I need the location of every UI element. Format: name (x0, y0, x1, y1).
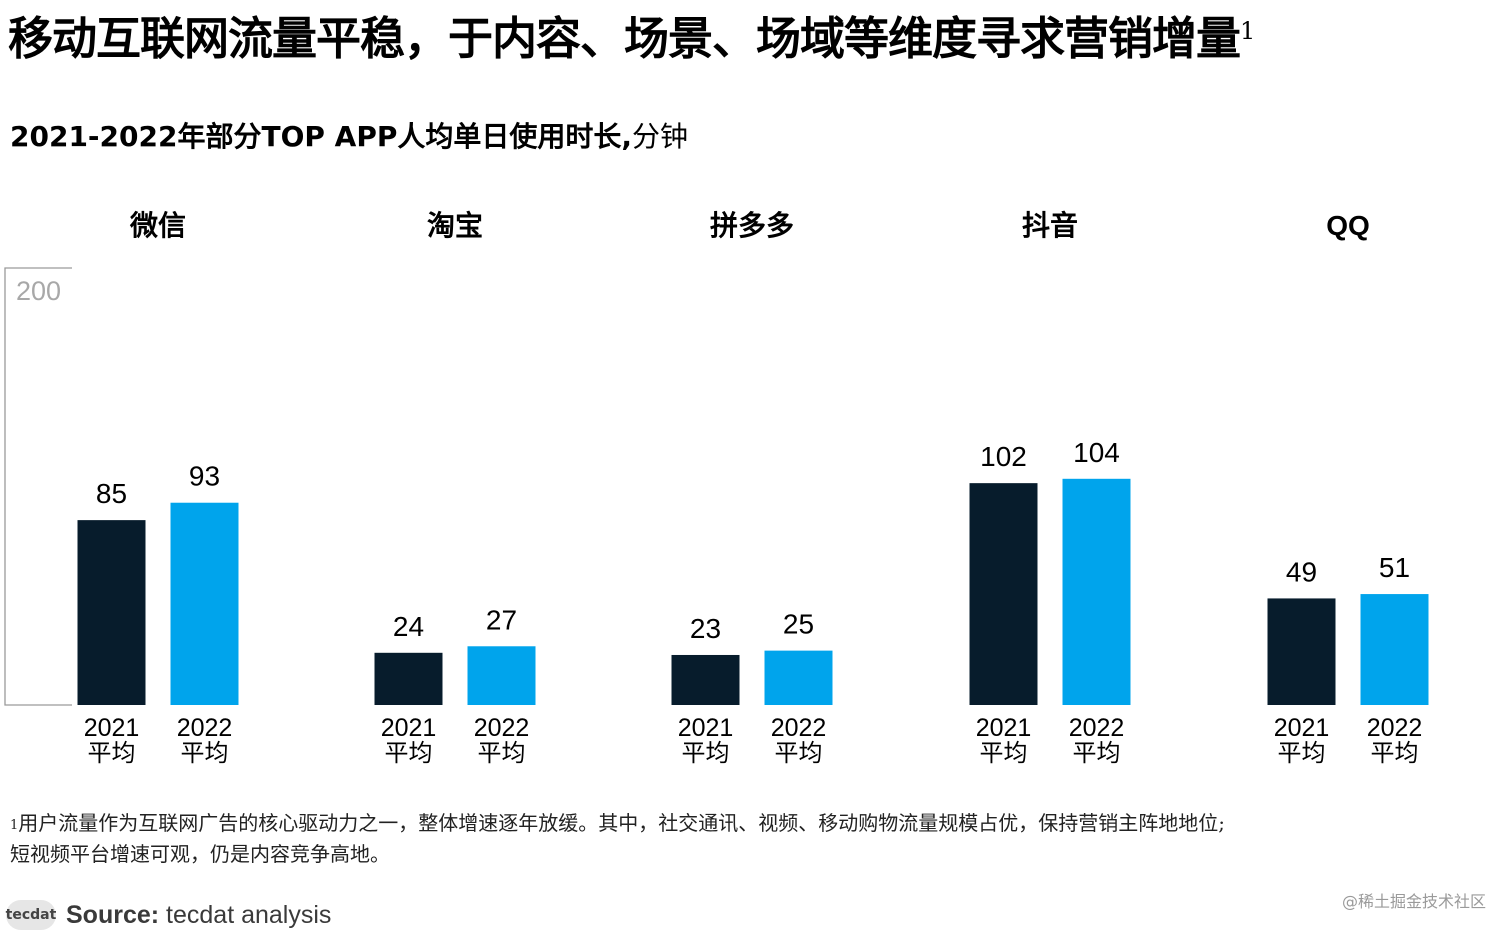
source-value: tecdat analysis (166, 900, 332, 929)
bar-year-label-3-1: 2022 (1069, 714, 1125, 742)
bar-year-label-1-0: 2021 (381, 714, 437, 742)
bar-3-1 (1062, 478, 1131, 705)
source-line: tecdat Source: tecdat analysis (6, 898, 331, 932)
bar-3-0 (969, 483, 1038, 705)
bar-avg-label-1-0: 平均 (385, 740, 433, 767)
subtitle-text: 2021-2022年部分TOP APP人均单日使用时长, (10, 120, 633, 153)
bar-2-1 (764, 650, 833, 705)
bar-year-label-4-0: 2021 (1274, 714, 1330, 742)
footnote-line-1: 1用户流量作为互联网广告的核心驱动力之一，整体增速逐年放缓。其中，社交通讯、视频… (10, 808, 1505, 839)
subtitle-unit: 分钟 (632, 120, 689, 153)
bar-avg-label-2-0: 平均 (682, 740, 730, 767)
y-axis-bracket (4, 267, 72, 706)
source-text: Source: tecdat analysis (66, 901, 331, 930)
category-label-1: 淘宝 (427, 209, 483, 241)
footnote-line-2: 短视频平台增速可观，仍是内容竞争高地。 (10, 842, 390, 866)
footnote-text-1: 用户流量作为互联网广告的核心驱动力之一，整体增速逐年放缓。其中，社交通讯、视频、… (18, 811, 1226, 835)
watermark: @稀土掘金技术社区 (1341, 892, 1486, 911)
y-axis-max-label: 200 (16, 276, 61, 306)
bar-year-label-0-1: 2022 (177, 714, 233, 742)
bar-year-label-2-0: 2021 (678, 714, 734, 742)
bar-avg-label-2-1: 平均 (775, 740, 823, 767)
bar-4-1 (1360, 594, 1429, 705)
bar-avg-label-0-0: 平均 (88, 740, 136, 767)
chart-subtitle: 2021-2022年部分TOP APP人均单日使用时长,分钟 (10, 115, 688, 155)
value-label-3-0: 102 (980, 441, 1027, 472)
value-label-0-1: 93 (189, 461, 220, 492)
bar-avg-label-4-1: 平均 (1371, 740, 1419, 767)
bar-avg-label-4-0: 平均 (1278, 740, 1326, 767)
bar-year-label-3-0: 2021 (976, 714, 1032, 742)
bar-year-label-1-1: 2022 (474, 714, 530, 742)
category-label-3: 抖音 (1022, 209, 1078, 241)
title-text: 移动互联网流量平稳，于内容、场景、场域等维度寻求营销增量 (8, 12, 1241, 65)
bar-avg-label-3-0: 平均 (980, 740, 1028, 767)
bar-year-label-0-0: 2021 (84, 714, 140, 742)
bar-avg-label-1-1: 平均 (478, 740, 526, 767)
bar-2-0 (671, 654, 740, 705)
bar-0-0 (77, 520, 146, 705)
bar-4-0 (1267, 598, 1336, 705)
value-label-1-1: 27 (486, 604, 517, 635)
footnote-marker: 1 (10, 818, 19, 833)
value-label-2-0: 23 (690, 613, 721, 644)
bar-year-label-2-1: 2022 (771, 714, 827, 742)
value-label-2-1: 25 (783, 609, 814, 640)
bar-chart: 200微信852021平均932022平均淘宝242021平均272022平均拼… (4, 209, 1429, 767)
footnote: 1用户流量作为互联网广告的核心驱动力之一，整体增速逐年放缓。其中，社交通讯、视频… (10, 808, 1505, 870)
source-label: Source: (66, 900, 160, 929)
value-label-4-1: 51 (1379, 552, 1410, 583)
bar-year-label-4-1: 2022 (1367, 714, 1423, 742)
page-title: 移动互联网流量平稳，于内容、场景、场域等维度寻求营销增量1 (8, 12, 1255, 65)
bar-avg-label-0-1: 平均 (181, 740, 229, 767)
bar-0-1 (170, 502, 239, 705)
category-label-4: QQ (1326, 210, 1370, 241)
title-footnote-marker: 1 (1240, 17, 1255, 45)
value-label-1-0: 24 (393, 611, 424, 642)
bar-avg-label-3-1: 平均 (1073, 740, 1121, 767)
value-label-4-0: 49 (1286, 556, 1317, 587)
category-label-0: 微信 (129, 210, 186, 241)
value-label-3-1: 104 (1073, 437, 1120, 468)
bar-1-1 (467, 646, 536, 705)
bar-1-0 (374, 652, 443, 705)
category-label-2: 拼多多 (710, 210, 794, 241)
tecdat-logo: tecdat (6, 900, 56, 930)
value-label-0-0: 85 (96, 478, 127, 509)
